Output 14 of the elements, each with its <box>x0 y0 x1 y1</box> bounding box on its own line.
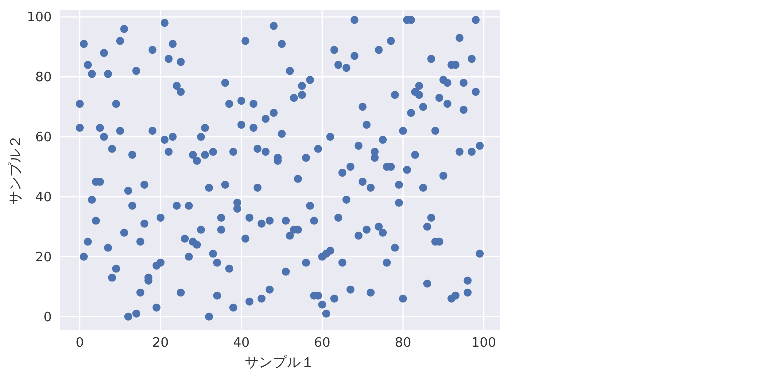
x-tick-label: 100 <box>472 336 496 351</box>
x-tick-label: 0 <box>76 336 84 351</box>
y-axis-title: サンプル２ <box>8 135 24 205</box>
y-tick-label: 40 <box>35 190 52 206</box>
x-tick-label: 80 <box>394 336 412 351</box>
x-tick-label: 60 <box>314 336 331 351</box>
y-tick-label: 0 <box>44 310 52 326</box>
y-tick-label: 20 <box>35 250 52 266</box>
y-tick-label: 100 <box>27 10 52 26</box>
x-axis-title: サンプル１ <box>245 355 315 371</box>
y-tick-label: 80 <box>35 70 52 86</box>
x-tick-label: 40 <box>233 336 250 351</box>
y-tick-label: 60 <box>35 130 52 146</box>
x-tick-label: 20 <box>152 336 170 351</box>
